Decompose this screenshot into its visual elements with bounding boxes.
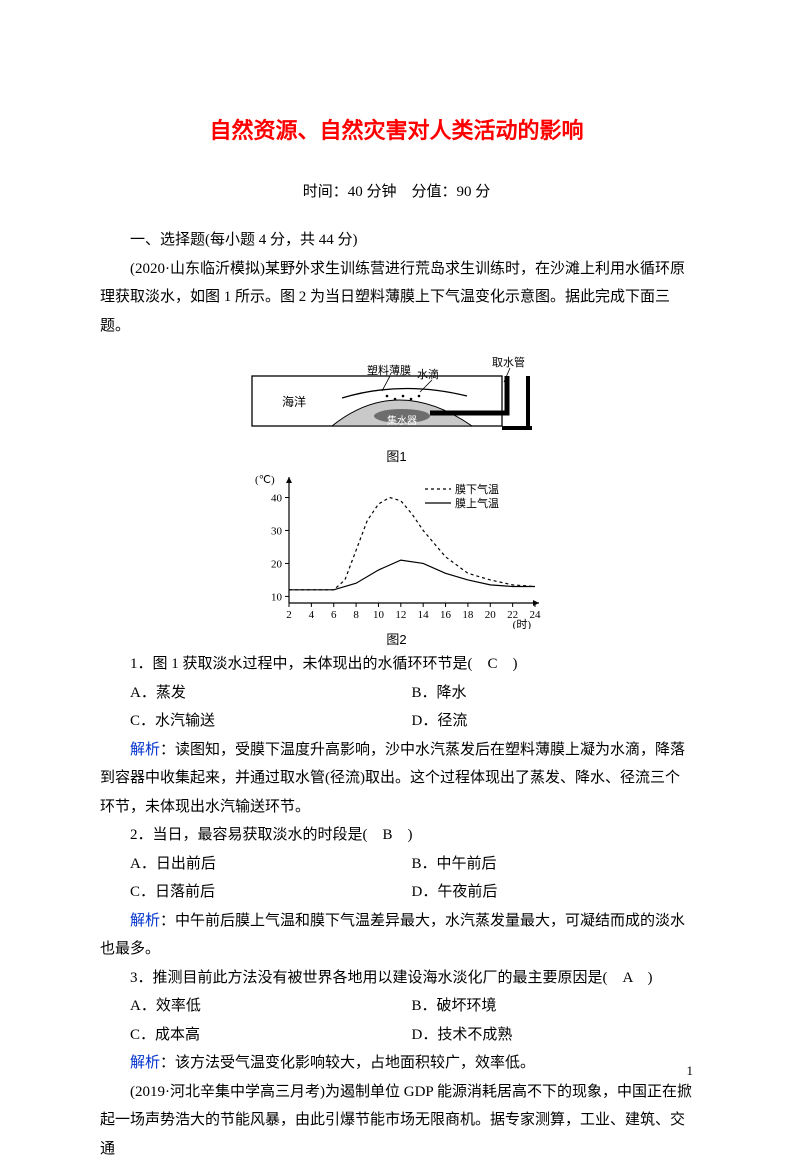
svg-text:水滴: 水滴 <box>417 367 439 381</box>
q2-analysis: 解析：中午前后膜上气温和膜下气温差异最大，水汽蒸发量最大，可凝结而成的淡水也最多… <box>100 907 693 964</box>
figure-1-caption: 图1 <box>100 450 693 463</box>
q2-option-d: D．午夜前后 <box>412 878 694 907</box>
time-label: 时间： <box>303 184 348 200</box>
q1-stem: 1．图 1 获取淡水过程中，未体现出的水循环环节是( C ) <box>100 650 693 679</box>
svg-text:8: 8 <box>353 609 359 621</box>
svg-text:12: 12 <box>395 609 406 621</box>
svg-text:10: 10 <box>372 609 384 621</box>
q1-option-d: D．径流 <box>412 707 694 736</box>
figure-1-svg: 海洋集水器 塑料薄膜水滴 取水管 <box>242 346 552 446</box>
intro-paragraph: (2020·山东临沂模拟)某野外求生训练营进行荒岛求生训练时，在沙滩上利用水循环… <box>100 255 693 341</box>
q3-options-row2: C．成本高 D．技术不成熟 <box>100 1021 693 1050</box>
exam-meta: 时间：40 分钟 分值：90 分 <box>100 178 693 207</box>
svg-text:18: 18 <box>462 609 474 621</box>
analysis-label: 解析 <box>130 1055 160 1071</box>
q3-options-row1: A．效率低 B．破坏环境 <box>100 992 693 1021</box>
svg-text:40: 40 <box>271 493 283 505</box>
q2-options-row2: C．日落前后 D．午夜前后 <box>100 878 693 907</box>
q1-option-c: C．水汽输送 <box>100 707 412 736</box>
svg-text:取水管: 取水管 <box>492 355 525 369</box>
q2-option-c: C．日落前后 <box>100 878 412 907</box>
page: 自然资源、自然灾害对人类活动的影响 时间：40 分钟 分值：90 分 一、选择题… <box>0 0 793 1122</box>
q2-option-a: A．日出前后 <box>100 850 412 879</box>
q2-option-b: B．中午前后 <box>412 850 694 879</box>
figure-2: 10203040(℃)24681012141618202224(时)膜下气温膜上… <box>100 469 693 646</box>
analysis-label: 解析 <box>130 913 160 929</box>
figure-2-svg: 10203040(℃)24681012141618202224(时)膜下气温膜上… <box>247 469 547 629</box>
section-header: 一、选择题(每小题 4 分，共 44 分) <box>100 226 693 255</box>
svg-text:(时): (时) <box>512 618 531 629</box>
svg-text:集水器: 集水器 <box>387 414 417 427</box>
svg-text:膜上气温: 膜上气温 <box>455 496 499 510</box>
svg-text:20: 20 <box>271 559 283 571</box>
tail-paragraph: (2019·河北辛集中学高三月考)为遏制单位 GDP 能源消耗居高不下的现象，中… <box>100 1078 693 1163</box>
score-value: 90 分 <box>457 184 491 200</box>
svg-text:膜下气温: 膜下气温 <box>455 482 499 496</box>
svg-text:20: 20 <box>484 609 496 621</box>
q1-option-a: A．蒸发 <box>100 679 412 708</box>
q3-option-a: A．效率低 <box>100 992 412 1021</box>
svg-text:2: 2 <box>286 609 292 621</box>
q3-analysis: 解析：该方法受气温变化影响较大，占地面积较广，效率低。 <box>100 1049 693 1078</box>
time-value: 40 分钟 <box>348 184 397 200</box>
q3-option-b: B．破坏环境 <box>412 992 694 1021</box>
svg-text:塑料薄膜: 塑料薄膜 <box>367 363 411 377</box>
page-number: 1 <box>687 1059 694 1084</box>
svg-text:16: 16 <box>440 609 452 621</box>
figure-1: 海洋集水器 塑料薄膜水滴 取水管 图1 <box>100 346 693 463</box>
svg-text:海洋: 海洋 <box>282 394 306 409</box>
svg-text:(℃): (℃) <box>255 474 275 486</box>
q3-option-c: C．成本高 <box>100 1021 412 1050</box>
svg-text:4: 4 <box>308 609 314 621</box>
q3-option-d: D．技术不成熟 <box>412 1021 694 1050</box>
score-label: 分值： <box>412 184 457 200</box>
analysis-label: 解析 <box>130 742 160 758</box>
q2-options-row1: A．日出前后 B．中午前后 <box>100 850 693 879</box>
svg-text:14: 14 <box>417 609 429 621</box>
svg-text:6: 6 <box>330 609 336 621</box>
figure-2-caption: 图2 <box>100 633 693 646</box>
q1-option-b: B．降水 <box>412 679 694 708</box>
q2-stem: 2．当日，最容易获取淡水的时段是( B ) <box>100 821 693 850</box>
q3-stem: 3．推测目前此方法没有被世界各地用以建设海水淡化厂的最主要原因是( A ) <box>100 964 693 993</box>
svg-text:24: 24 <box>529 609 541 621</box>
q1-options-row2: C．水汽输送 D．径流 <box>100 707 693 736</box>
q1-options-row1: A．蒸发 B．降水 <box>100 679 693 708</box>
svg-text:10: 10 <box>271 592 283 604</box>
page-title: 自然资源、自然灾害对人类活动的影响 <box>100 110 693 152</box>
q1-analysis: 解析：读图知，受膜下温度升高影响，沙中水汽蒸发后在塑料薄膜上凝为水滴，降落到容器… <box>100 736 693 822</box>
svg-text:30: 30 <box>271 526 283 538</box>
